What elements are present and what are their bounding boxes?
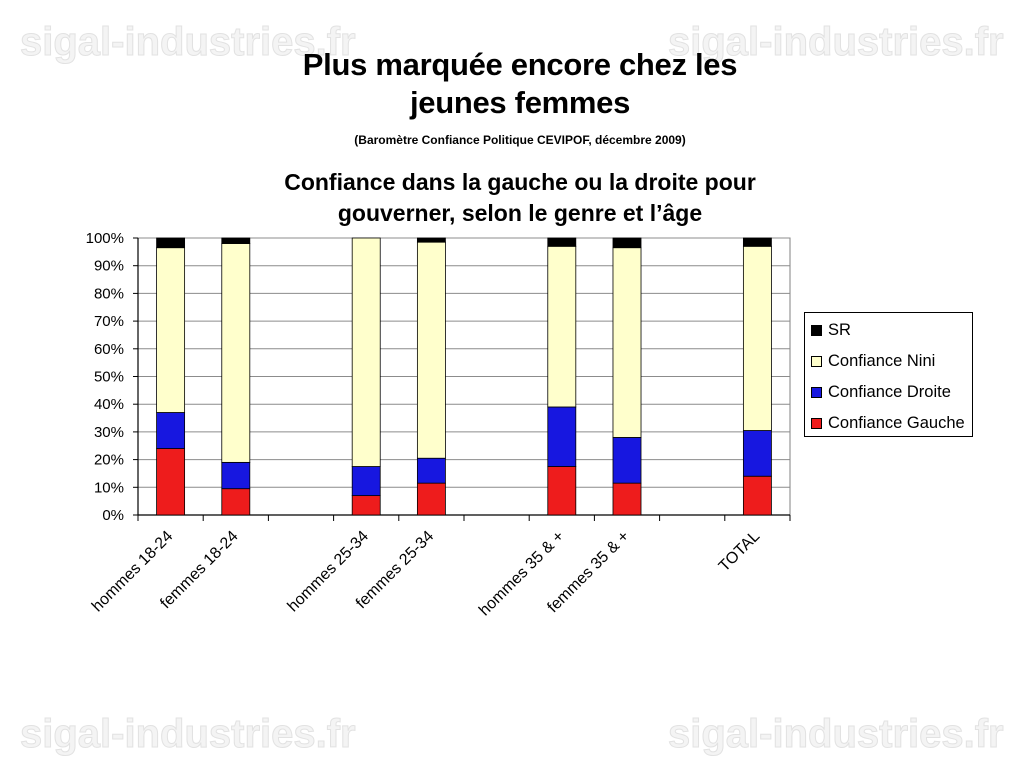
bar-segment-confiance-gauche — [547, 466, 577, 516]
bar-segment-confiance-nini — [742, 245, 772, 431]
bar-segment-confiance-gauche — [156, 448, 186, 516]
y-tick-label: 0% — [102, 507, 124, 524]
bar-segment-confiance-nini — [351, 237, 381, 467]
bar-segment-confiance-droite — [351, 466, 381, 497]
y-tick-label: 80% — [94, 285, 124, 302]
y-tick-label: 10% — [94, 479, 124, 496]
bar-segment-confiance-gauche — [612, 482, 642, 516]
bar-segment-sr — [612, 237, 642, 249]
slide-subtitle: (Baromètre Confiance Politique CEVIPOF, … — [354, 133, 686, 147]
legend-swatch — [811, 386, 822, 398]
legend-label: SR — [828, 320, 851, 339]
x-tick-label: TOTAL — [716, 528, 764, 576]
y-tick-label: 40% — [94, 396, 124, 413]
slide-title: Plus marquée encore chez les jeunes femm… — [302, 47, 738, 120]
bar-segment-confiance-gauche — [416, 482, 446, 516]
y-tick-label: 20% — [94, 452, 124, 469]
bar-segment-confiance-nini — [156, 247, 186, 413]
legend-label: Confiance Nini — [828, 351, 936, 370]
bar-segment-confiance-gauche — [221, 488, 251, 516]
bar-segment-confiance-droite — [547, 406, 577, 467]
bar-segment-sr — [416, 237, 446, 243]
y-tick-label: 90% — [94, 258, 124, 275]
legend-item: Confiance Nini — [811, 351, 935, 371]
legend-item: Confiance Gauche — [811, 413, 965, 433]
bar-segment-confiance-nini — [547, 245, 577, 408]
y-tick-label: 70% — [94, 313, 124, 330]
y-tick-label: 30% — [94, 424, 124, 441]
bar-segment-confiance-nini — [416, 241, 446, 459]
legend-swatch — [811, 417, 822, 429]
bar-segment-confiance-droite — [221, 461, 251, 490]
bar-segment-confiance-droite — [742, 430, 772, 477]
legend-label: Confiance Gauche — [828, 413, 965, 432]
legend-swatch — [811, 324, 822, 336]
y-tick-label: 100% — [86, 230, 124, 247]
bar-segment-confiance-nini — [221, 243, 251, 463]
y-tick-label: 60% — [94, 341, 124, 358]
bar-segment-confiance-droite — [416, 457, 446, 484]
chart-legend: SR Confiance Nini Confiance Droite Confianc… — [804, 312, 973, 437]
bar-segment-confiance-gauche — [742, 475, 772, 516]
chart-title: Confiance dans la gauche ou la droite po… — [284, 169, 756, 226]
bar-segment-confiance-nini — [612, 247, 642, 438]
bar-segment-sr — [221, 237, 251, 244]
legend-label: Confiance Droite — [828, 382, 951, 401]
legend-swatch — [811, 355, 822, 367]
legend-item: Confiance Droite — [811, 382, 951, 402]
bar-segment-sr — [156, 237, 186, 249]
bar-segment-sr — [742, 237, 772, 247]
legend-item: SR — [811, 320, 851, 340]
bar-segment-sr — [547, 237, 577, 247]
bar-segment-confiance-droite — [612, 437, 642, 484]
bar-segment-confiance-gauche — [351, 495, 381, 516]
y-tick-label: 50% — [94, 369, 124, 386]
bar-segment-confiance-droite — [156, 412, 186, 449]
